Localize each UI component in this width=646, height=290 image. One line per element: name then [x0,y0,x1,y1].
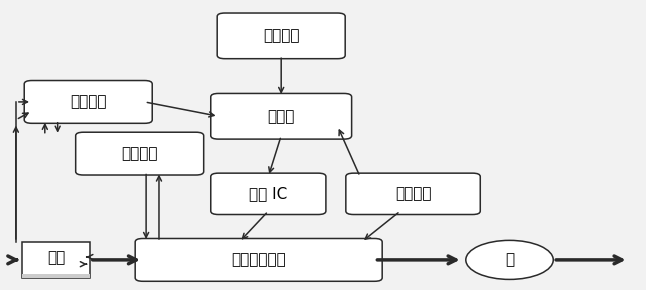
FancyBboxPatch shape [217,13,345,59]
Text: 供电模块: 供电模块 [121,146,158,161]
Text: 单片机: 单片机 [267,109,295,124]
Text: 灯: 灯 [505,252,514,267]
FancyBboxPatch shape [211,173,326,215]
Text: 相控调光电路: 相控调光电路 [231,252,286,267]
Text: 取样电路: 取样电路 [395,186,432,201]
FancyBboxPatch shape [76,132,203,175]
Bar [23,242,90,278]
Bar [23,273,90,278]
Circle shape [466,240,553,280]
FancyBboxPatch shape [24,81,152,123]
Text: 射频模块: 射频模块 [263,28,300,44]
FancyBboxPatch shape [211,93,351,139]
Text: 过零检测: 过零检测 [70,95,107,109]
Text: 火线: 火线 [47,250,65,265]
Text: 驱动 IC: 驱动 IC [249,186,287,201]
FancyBboxPatch shape [135,238,382,281]
FancyBboxPatch shape [346,173,480,215]
